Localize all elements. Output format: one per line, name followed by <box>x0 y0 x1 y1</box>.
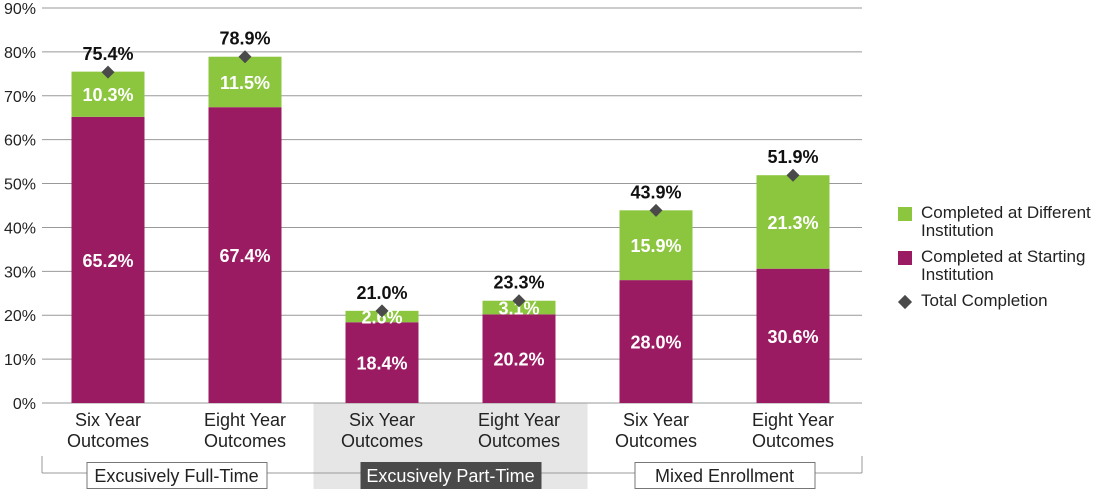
data-label-total: 43.9% <box>630 182 681 202</box>
legend-label-total-completion: Total Completion <box>921 291 1048 310</box>
data-label-total: 23.3% <box>493 273 544 293</box>
data-label-different: 21.3% <box>767 213 818 233</box>
group-label: Excusively Part-Time <box>366 466 534 486</box>
data-label-starting: 18.4% <box>356 354 407 374</box>
data-label-total: 51.9% <box>767 147 818 167</box>
bar-starting-institution <box>208 107 282 403</box>
y-tick-label: 20% <box>4 308 36 325</box>
total-completion-marker <box>649 203 663 217</box>
data-label-total: 21.0% <box>356 283 407 303</box>
group-label-box <box>360 462 542 489</box>
y-tick-label: 10% <box>4 352 36 369</box>
legend-item-different-institution: Completed at Different Institution <box>898 204 1112 240</box>
total-completion-marker <box>238 50 252 64</box>
legend-label-starting-institution: Completed at Starting Institution <box>921 247 1086 284</box>
data-label-different: 2.6% <box>361 308 402 328</box>
y-tick-label: 60% <box>4 133 36 150</box>
group-label: Excusively Full-Time <box>94 466 258 486</box>
x-tick-label: Outcomes <box>478 431 560 451</box>
legend-swatch-starting-institution <box>898 251 912 265</box>
bar-starting-institution <box>71 116 145 403</box>
x-tick-label: Outcomes <box>67 431 149 451</box>
y-tick-label: 0% <box>13 396 36 413</box>
data-label-different: 15.9% <box>630 236 681 256</box>
x-tick-label: Outcomes <box>204 431 286 451</box>
bar-starting-institution <box>619 280 693 403</box>
total-completion-marker <box>512 294 526 308</box>
data-label-different: 11.5% <box>220 73 270 93</box>
data-label-starting: 30.6% <box>767 327 818 347</box>
y-tick-label: 30% <box>4 264 36 281</box>
data-label-starting: 67.4% <box>219 246 270 266</box>
data-label-different: 10.3% <box>82 85 133 105</box>
data-label-total: 75.4% <box>82 44 133 64</box>
data-label-different: 3.1% <box>498 299 539 319</box>
legend-item-starting-institution: Completed at Starting Institution <box>898 248 1112 284</box>
legend-label-different-institution: Completed at Different Institution <box>921 203 1091 240</box>
data-label-starting: 28.0% <box>630 333 681 353</box>
x-tick-label: Six Year <box>75 410 141 430</box>
x-tick-label: Six Year <box>349 410 415 430</box>
x-tick-label: Eight Year <box>204 410 286 430</box>
y-tick-label: 50% <box>4 177 36 194</box>
legend-diamond-total-completion <box>897 294 913 310</box>
y-tick-label: 90% <box>4 1 36 18</box>
y-tick-label: 80% <box>4 45 36 62</box>
bar-different-institution <box>482 300 556 315</box>
total-completion-marker <box>786 168 800 182</box>
total-completion-marker <box>101 65 115 79</box>
x-tick-label: Eight Year <box>478 410 560 430</box>
x-tick-label: Outcomes <box>615 431 697 451</box>
bar-starting-institution <box>345 322 419 403</box>
bar-different-institution <box>619 210 693 281</box>
data-label-starting: 65.2% <box>82 251 133 271</box>
legend-item-total-completion: Total Completion <box>897 291 1112 310</box>
group-label: Mixed Enrollment <box>655 466 794 486</box>
x-tick-label: Outcomes <box>341 431 423 451</box>
chart-legend: Completed at Different Institution Compl… <box>897 204 1112 318</box>
bar-starting-institution <box>482 314 556 403</box>
x-tick-label: Outcomes <box>752 431 834 451</box>
legend-swatch-different-institution <box>898 207 912 221</box>
bar-starting-institution <box>756 268 830 403</box>
bar-different-institution <box>71 71 145 117</box>
data-label-total: 78.9% <box>219 29 270 49</box>
x-tick-label: Six Year <box>623 410 689 430</box>
bar-different-institution <box>756 175 830 269</box>
group-label-box <box>86 462 268 489</box>
total-completion-marker <box>375 304 389 318</box>
y-tick-label: 70% <box>4 89 36 106</box>
x-tick-label: Eight Year <box>752 410 834 430</box>
y-tick-label: 40% <box>4 220 36 237</box>
data-label-starting: 20.2% <box>493 350 544 370</box>
bar-different-institution <box>208 56 282 108</box>
